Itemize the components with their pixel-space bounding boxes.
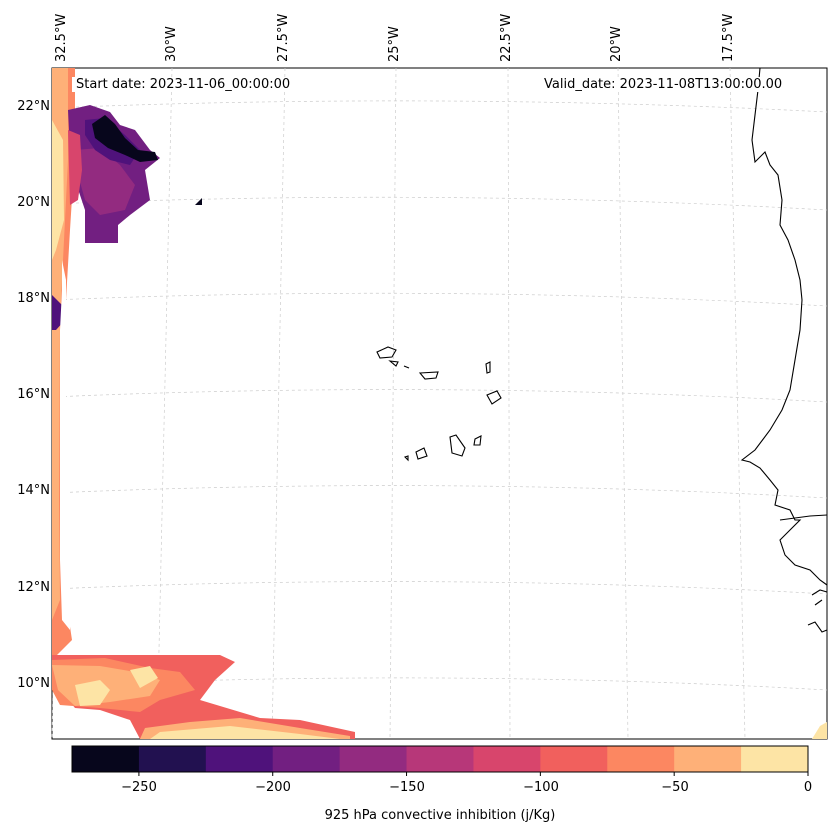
north-blob-rose bbox=[68, 130, 82, 205]
lat-label-12: 12°N bbox=[17, 580, 50, 595]
colorbar-segment bbox=[540, 746, 608, 772]
colorbar-segment bbox=[406, 746, 474, 772]
island-sal bbox=[485, 361, 491, 374]
lon-label-20: 20°W bbox=[609, 26, 624, 62]
map-frame bbox=[51, 67, 828, 740]
lon-label-17-5: 17.5°W bbox=[721, 13, 736, 62]
island-maio bbox=[473, 435, 482, 446]
island-boa-vista bbox=[486, 390, 502, 405]
island-sao-vicente bbox=[388, 360, 399, 367]
lat-label-18: 18°N bbox=[17, 291, 50, 306]
west-strip-cream bbox=[52, 120, 64, 260]
colorbar-frame bbox=[71, 745, 809, 773]
island-sao-nicolau bbox=[418, 371, 439, 380]
island-fogo bbox=[415, 447, 428, 460]
lon-label-32-5: 32.5°W bbox=[54, 13, 69, 62]
colorbar-tick-250: −250 bbox=[121, 780, 157, 795]
lat-label-14: 14°N bbox=[17, 483, 50, 498]
lon-label-25: 25°W bbox=[387, 26, 402, 62]
south-band-bottom-cream bbox=[150, 726, 340, 739]
colorbar-tick-0: 0 bbox=[803, 780, 813, 795]
colorbar-tick-100: −100 bbox=[523, 780, 559, 795]
coastlines bbox=[376, 67, 828, 633]
south-band-cream-2 bbox=[130, 666, 158, 688]
start-date-label: Start date: 2023-11-06_00:00:00 bbox=[72, 77, 295, 92]
colorbar-segment bbox=[741, 746, 809, 772]
island-santo-antao bbox=[376, 346, 397, 359]
colorbar-segment bbox=[339, 746, 408, 772]
colorbar bbox=[71, 745, 809, 776]
colorbar-segment bbox=[674, 746, 742, 772]
africa-coast-2 bbox=[779, 514, 828, 521]
lat-label-22: 22°N bbox=[17, 99, 50, 114]
cin-field bbox=[52, 68, 827, 739]
colorbar-segment bbox=[607, 746, 675, 772]
africa-coast bbox=[740, 67, 828, 586]
colorbar-segment bbox=[72, 746, 140, 772]
speck-darkest bbox=[195, 198, 202, 205]
colorbar-segment bbox=[272, 746, 341, 772]
lon-label-22-5: 22.5°W bbox=[499, 13, 514, 62]
colorbar-segment bbox=[205, 746, 274, 772]
lon-label-30: 30°W bbox=[164, 26, 179, 62]
island-santa-luzia bbox=[403, 365, 410, 369]
lat-label-10: 10°N bbox=[17, 676, 50, 691]
north-blob-darkest bbox=[92, 115, 158, 162]
lat-label-16: 16°N bbox=[17, 387, 50, 402]
south-east-corner bbox=[812, 722, 827, 739]
lat-label-20: 20°N bbox=[17, 195, 50, 210]
island-brava bbox=[403, 455, 409, 462]
colorbar-label: 925 hPa convective inhibition (j/Kg) bbox=[324, 808, 556, 823]
colorbar-tick-150: −150 bbox=[389, 780, 425, 795]
north-blob-magenta bbox=[75, 148, 135, 215]
africa-inlet bbox=[807, 589, 828, 633]
colorbar-segment bbox=[138, 746, 207, 772]
west-strip-inner-white bbox=[60, 260, 70, 630]
island-santiago bbox=[449, 434, 466, 457]
valid-date-label: Valid_date: 2023-11-08T13:00:00.00 bbox=[540, 77, 787, 92]
south-band-cream bbox=[75, 680, 110, 706]
colorbar-tick-200: −200 bbox=[255, 780, 291, 795]
colorbar-tick-50: −50 bbox=[661, 780, 689, 795]
colorbar-segment bbox=[473, 746, 541, 772]
lon-label-27-5: 27.5°W bbox=[276, 13, 291, 62]
